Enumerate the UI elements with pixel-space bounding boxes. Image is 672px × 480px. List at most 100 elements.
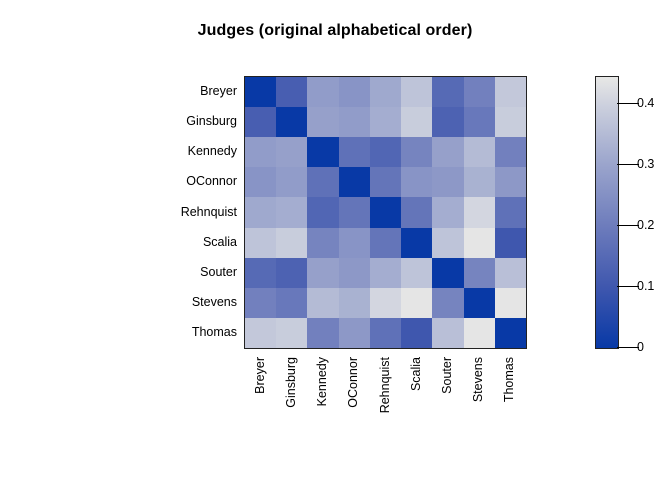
heatmap-cell: [307, 257, 339, 288]
heatmap-cell: [401, 257, 433, 288]
y-axis-label: Rehnquist: [180, 204, 237, 219]
heatmap-cell: [494, 287, 527, 318]
heatmap-cell: [401, 77, 433, 108]
heatmap-cell: [369, 137, 402, 168]
x-axis-label: OConnor: [346, 357, 361, 408]
colorbar-tick: [617, 102, 639, 104]
x-axis-label: Thomas: [502, 357, 517, 403]
heatmap-cell: [245, 77, 277, 108]
heatmap-cell: [245, 197, 277, 228]
colorbar-tick: [617, 224, 639, 226]
heatmap-cell: [276, 77, 308, 108]
heatmap-cell: [338, 197, 370, 228]
heatmap-cell: [432, 287, 464, 318]
heatmap-cell: [432, 197, 464, 228]
heatmap-cell: [338, 317, 370, 349]
heatmap-cell: [369, 107, 402, 138]
heatmap-cell: [432, 227, 464, 258]
colorbar-tick-label: 0.1: [637, 279, 655, 294]
heatmap-cell: [463, 167, 495, 198]
heatmap-cell: [369, 167, 402, 198]
heatmap-cell: [369, 77, 402, 108]
y-axis-label: Scalia: [202, 234, 237, 249]
heatmap-cell: [338, 257, 370, 288]
heatmap-cell: [276, 137, 308, 168]
heatmap-cell: [276, 197, 308, 228]
heatmap-cell: [245, 167, 277, 198]
heatmap-cell: [338, 77, 370, 108]
heatmap-cell: [307, 287, 339, 318]
heatmap-cell: [245, 137, 277, 168]
heatmap-cell: [307, 167, 339, 198]
y-axis-label: Kennedy: [187, 144, 237, 159]
heatmap-cell: [463, 227, 495, 258]
heatmap-cell: [369, 317, 402, 349]
heatmap-cell: [401, 317, 433, 349]
heatmap-cell: [463, 197, 495, 228]
heatmap-cell: [401, 137, 433, 168]
y-axis-label: Souter: [200, 264, 237, 279]
heatmap-cell: [307, 77, 339, 108]
x-axis-label: Breyer: [252, 357, 267, 394]
heatmap-cell: [276, 317, 308, 349]
heatmap-cell: [369, 257, 402, 288]
heatmap-cell: [494, 77, 527, 108]
x-axis-label: Kennedy: [315, 357, 330, 407]
heatmap-cell: [432, 137, 464, 168]
heatmap-cell: [494, 317, 527, 349]
heatmap: [244, 76, 527, 349]
heatmap-cell: [432, 77, 464, 108]
heatmap-cell: [463, 287, 495, 318]
colorbar-tick: [617, 285, 639, 287]
heatmap-cell: [432, 317, 464, 349]
colorbar-tick-label: 0.3: [637, 157, 655, 172]
heatmap-cell: [338, 167, 370, 198]
heatmap-cell: [401, 197, 433, 228]
heatmap-cell: [276, 167, 308, 198]
heatmap-cell: [276, 257, 308, 288]
heatmap-cell: [338, 107, 370, 138]
heatmap-cell: [338, 137, 370, 168]
x-axis-label: Rehnquist: [377, 357, 392, 414]
heatmap-cell: [307, 137, 339, 168]
heatmap-cell: [432, 167, 464, 198]
heatmap-cell: [245, 257, 277, 288]
heatmap-cell: [245, 317, 277, 349]
heatmap-cell: [276, 107, 308, 138]
heatmap-cell: [432, 107, 464, 138]
heatmap-cell: [245, 287, 277, 318]
heatmap-cell: [401, 107, 433, 138]
heatmap-cell: [276, 287, 308, 318]
colorbar-tick-label: 0: [637, 340, 644, 354]
y-axis-label: Ginsburg: [186, 114, 237, 129]
heatmap-cell: [369, 287, 402, 318]
heatmap-cell: [463, 257, 495, 288]
colorbar-tick: [617, 163, 639, 165]
heatmap-cell: [494, 107, 527, 138]
heatmap-cell: [401, 227, 433, 258]
heatmap-cell: [494, 167, 527, 198]
heatmap-cell: [369, 227, 402, 258]
heatmap-cell: [276, 227, 308, 258]
heatmap-cell: [494, 227, 527, 258]
y-axis-label: OConnor: [186, 174, 237, 189]
colorbar-tick-label: 0.4: [637, 96, 655, 111]
heatmap-cell: [463, 107, 495, 138]
heatmap-cell: [401, 167, 433, 198]
x-axis-label: Scalia: [408, 357, 423, 392]
chart-title: Judges (original alphabetical order): [197, 22, 473, 39]
heatmap-cell: [401, 287, 433, 318]
x-axis-label: Ginsburg: [283, 357, 298, 408]
colorbar-tick: [617, 346, 639, 348]
heatmap-cell: [432, 257, 464, 288]
heatmap-cell: [463, 77, 495, 108]
heatmap-cell: [463, 317, 495, 349]
heatmap-cell: [338, 227, 370, 258]
y-axis-label: Breyer: [200, 84, 237, 99]
colorbar: [595, 76, 619, 349]
heatmap-cell: [369, 197, 402, 228]
x-axis-label: Souter: [439, 357, 454, 394]
heatmap-cell: [245, 107, 277, 138]
heatmap-cell: [494, 197, 527, 228]
